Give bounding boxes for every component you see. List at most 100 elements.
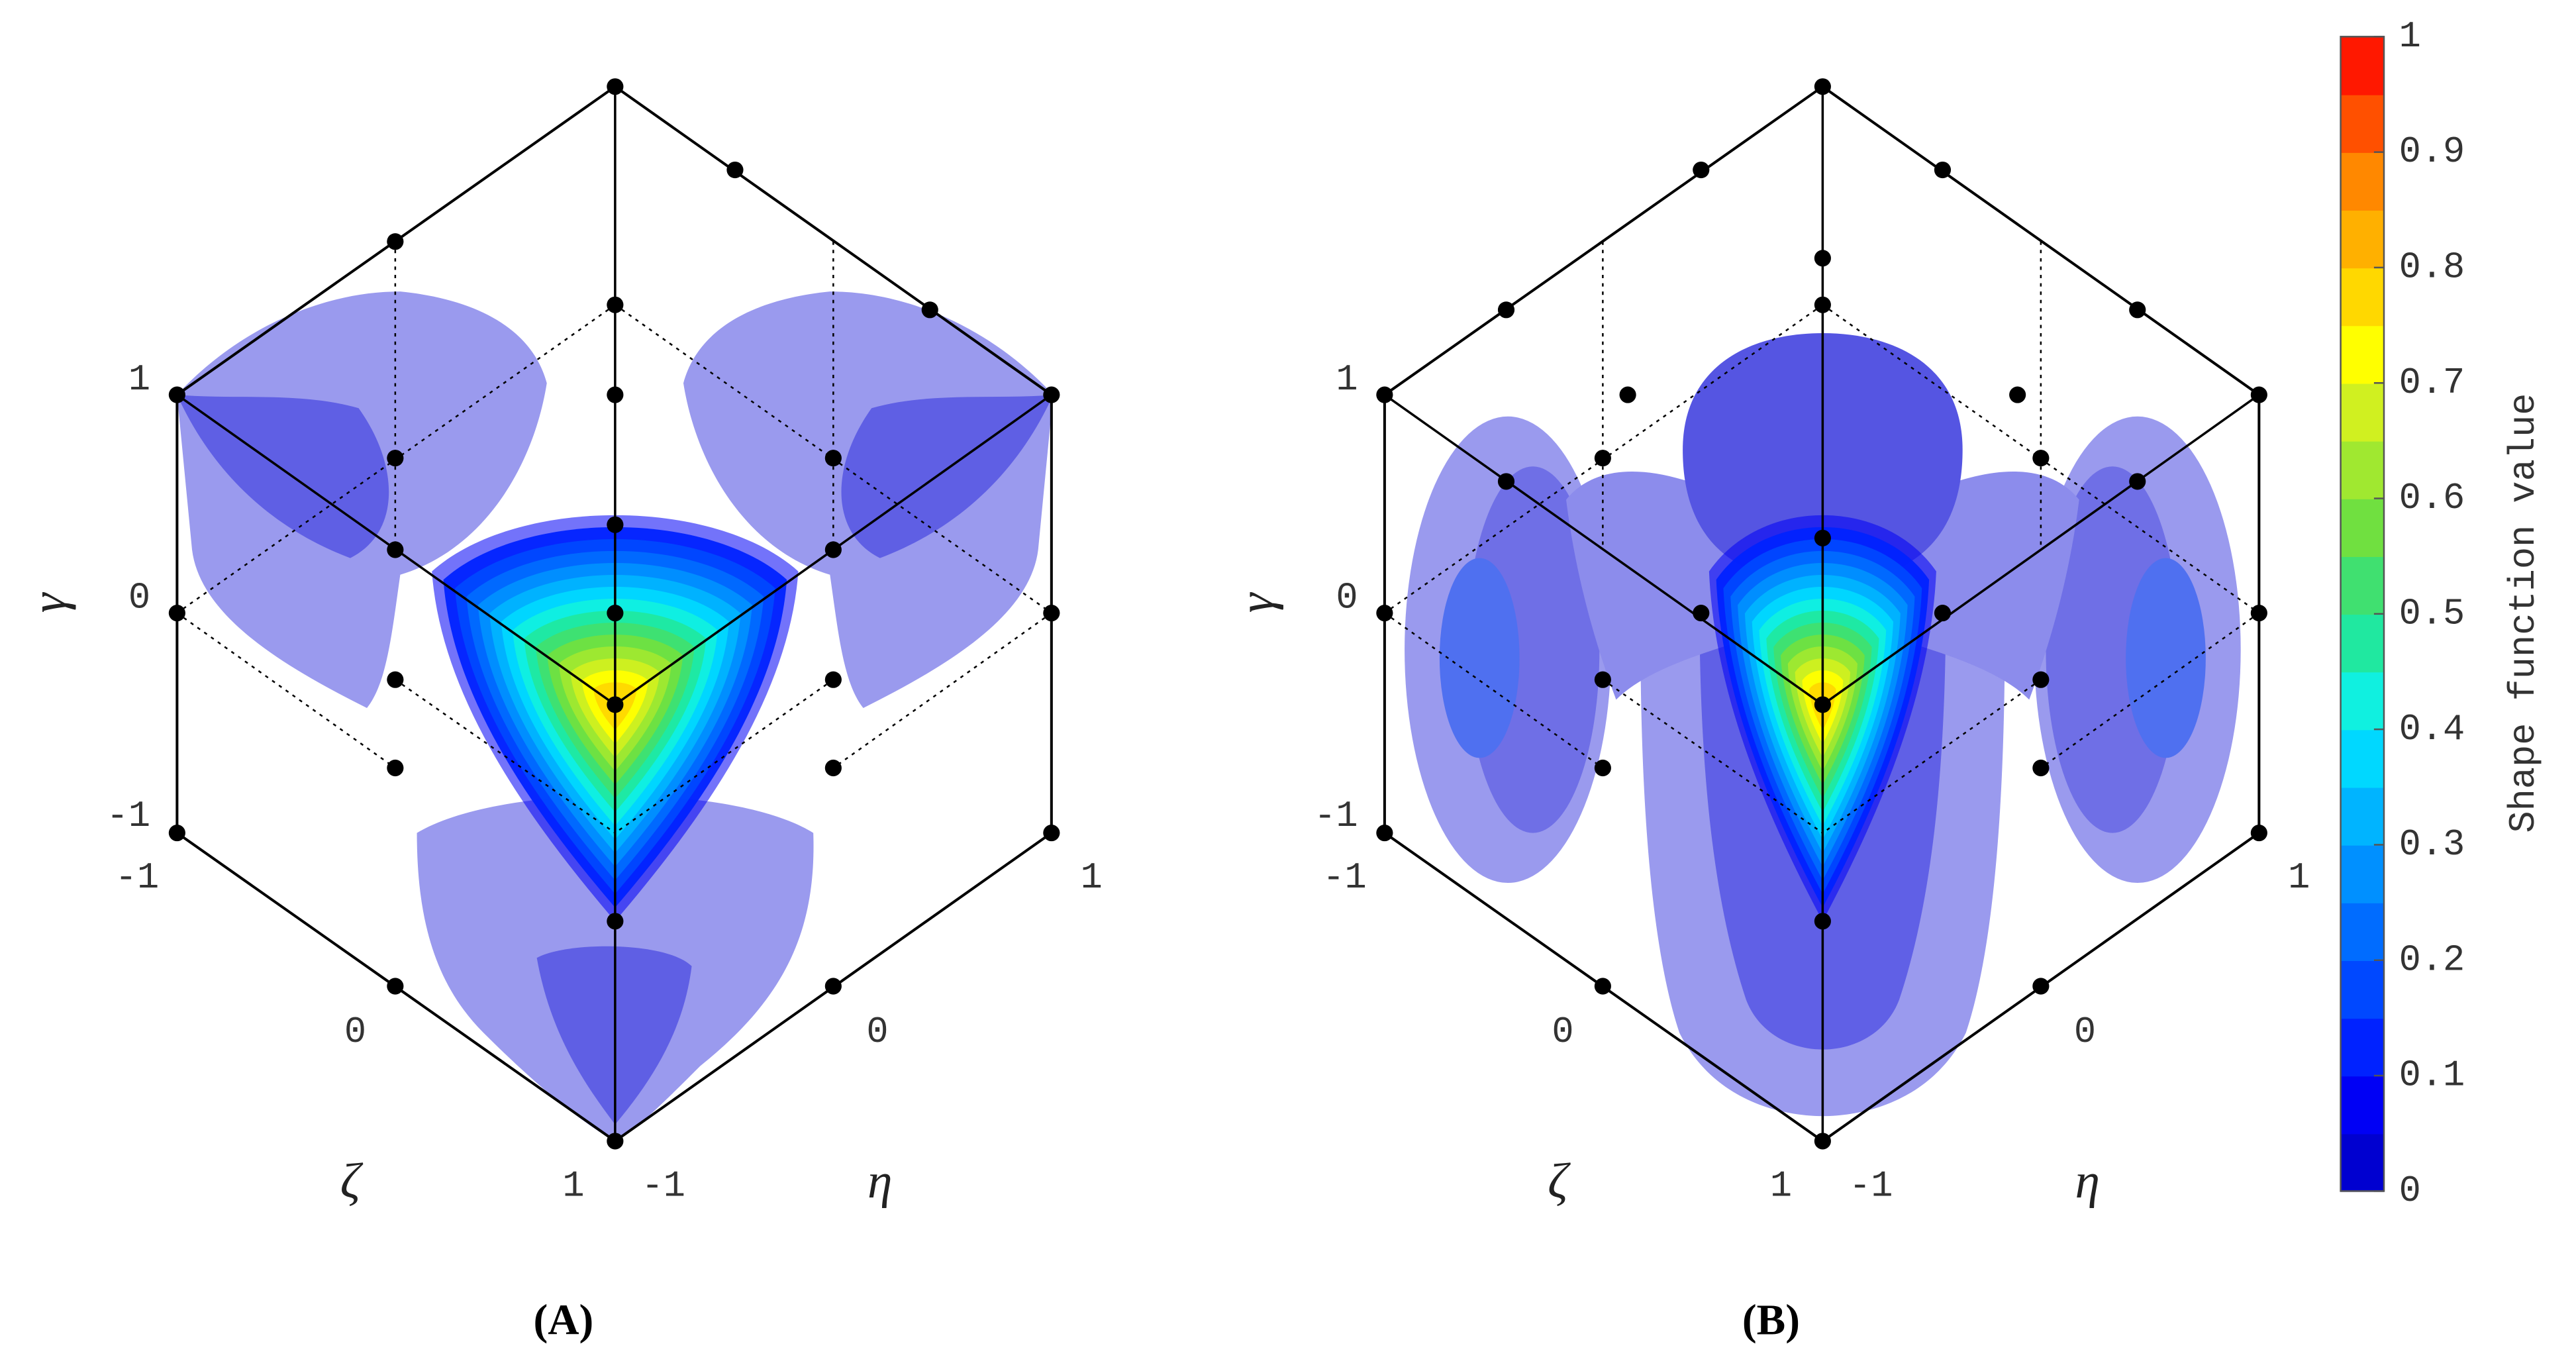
node bbox=[1594, 671, 1611, 688]
node bbox=[1594, 759, 1611, 777]
node bbox=[387, 541, 404, 558]
cube-frame: -1 0 1 -1 0 1 -1 0 1 γ ζ η (B) bbox=[1229, 78, 2310, 1345]
node bbox=[607, 1133, 624, 1150]
axis-label: η bbox=[867, 1154, 892, 1209]
node bbox=[1594, 978, 1611, 995]
node bbox=[607, 516, 624, 533]
tick-label: 1 bbox=[128, 359, 150, 401]
frames: -1 0 1 -1 0 1 -1 0 1 γ ζ η (A) -1 0 1 -1 0 1 -1 0 1 γ ζ η (B) bbox=[22, 78, 2310, 1345]
node bbox=[1814, 1133, 1831, 1150]
color-band bbox=[2340, 787, 2384, 846]
cube-dotted bbox=[176, 612, 396, 769]
color-band bbox=[2340, 1017, 2384, 1077]
color-band bbox=[2340, 1133, 2384, 1192]
colorbar: Shape function value 0 0.1 0.2 0.3 0.4 0.5 0.6… bbox=[2340, 16, 2545, 1212]
node bbox=[1497, 301, 1515, 319]
node bbox=[2250, 605, 2267, 622]
cube-dotted bbox=[395, 679, 616, 834]
axis-label: γ bbox=[22, 591, 77, 613]
node bbox=[1693, 161, 1710, 179]
node bbox=[824, 759, 842, 777]
node bbox=[1814, 78, 1831, 95]
node bbox=[1043, 605, 1060, 622]
panel bbox=[1405, 333, 2241, 1117]
node bbox=[2250, 386, 2267, 403]
tick-label: -1 bbox=[1849, 1165, 1893, 1207]
color-band bbox=[2340, 960, 2384, 1019]
node bbox=[168, 825, 185, 842]
tick-label: -1 bbox=[642, 1165, 685, 1207]
node bbox=[1934, 605, 1952, 622]
tick-label: 0 bbox=[344, 1011, 366, 1053]
node bbox=[824, 450, 842, 467]
node bbox=[607, 696, 624, 713]
node bbox=[2250, 825, 2267, 842]
node bbox=[1497, 473, 1515, 490]
colorbar-tick-label: 0.4 bbox=[2399, 709, 2465, 750]
color-band bbox=[2340, 1076, 2384, 1135]
cube-edge bbox=[1822, 393, 2260, 706]
colorbar-tick-label: 0.3 bbox=[2399, 824, 2465, 866]
node bbox=[168, 386, 185, 403]
tick-label: 1 bbox=[2288, 857, 2310, 899]
tick-label: 0 bbox=[1336, 578, 1358, 619]
cube-edge bbox=[1383, 393, 1824, 706]
node bbox=[1376, 605, 1393, 622]
node bbox=[2032, 671, 2050, 688]
tick-label: 0 bbox=[866, 1011, 888, 1053]
node bbox=[1043, 825, 1060, 842]
node bbox=[1693, 605, 1710, 622]
colorbar-tick-label: 0.7 bbox=[2399, 362, 2465, 404]
node bbox=[1594, 450, 1611, 467]
isosurface bbox=[2126, 558, 2206, 758]
colorbar-tick-label: 0.8 bbox=[2399, 247, 2465, 289]
node bbox=[1376, 386, 1393, 403]
node bbox=[387, 233, 404, 250]
colorbar-tick-label: 0.2 bbox=[2399, 939, 2465, 981]
color-band bbox=[2340, 94, 2384, 153]
axis-label: ζ bbox=[340, 1154, 364, 1209]
color-band bbox=[2340, 36, 2384, 95]
node bbox=[1934, 161, 1952, 179]
color-band bbox=[2340, 613, 2384, 673]
node bbox=[2009, 386, 2026, 403]
tick-label: 1 bbox=[1081, 857, 1103, 899]
color-band bbox=[2340, 729, 2384, 788]
tick-label: 1 bbox=[1336, 359, 1358, 401]
panel-label: (A) bbox=[534, 1297, 594, 1345]
node bbox=[607, 386, 624, 403]
colorbar-tick-label: 1 bbox=[2399, 16, 2421, 58]
node bbox=[1619, 386, 1636, 403]
cube-frame: -1 0 1 -1 0 1 -1 0 1 γ ζ η (A) bbox=[22, 78, 1103, 1345]
isosurface bbox=[841, 395, 1054, 558]
node bbox=[824, 671, 842, 688]
node bbox=[1814, 696, 1831, 713]
node bbox=[2032, 978, 2050, 995]
colorbar-tick-label: 0.9 bbox=[2399, 131, 2465, 173]
node bbox=[607, 605, 624, 622]
cube-dotted bbox=[615, 679, 834, 834]
tick-label: 0 bbox=[2074, 1011, 2096, 1053]
cube-dotted bbox=[1602, 679, 1824, 834]
node bbox=[168, 605, 185, 622]
axis-label: η bbox=[2075, 1154, 2100, 1209]
colorbar-tick-label: 0.6 bbox=[2399, 478, 2465, 519]
node bbox=[1814, 529, 1831, 546]
node bbox=[1043, 386, 1060, 403]
cube-dotted bbox=[1822, 679, 2042, 834]
color-band bbox=[2340, 267, 2384, 327]
color-band bbox=[2340, 556, 2384, 615]
axis-label: ζ bbox=[1548, 1154, 1571, 1209]
node bbox=[607, 913, 624, 930]
node bbox=[726, 161, 744, 179]
node bbox=[387, 671, 404, 688]
node bbox=[387, 978, 404, 995]
color-band bbox=[2340, 325, 2384, 384]
tick-label: 1 bbox=[562, 1165, 584, 1207]
colorbar-tick-label: 0.5 bbox=[2399, 593, 2465, 635]
tick-label: 1 bbox=[1770, 1165, 1792, 1207]
node bbox=[921, 301, 938, 319]
tick-label: -1 bbox=[115, 857, 159, 899]
node bbox=[1814, 913, 1831, 930]
